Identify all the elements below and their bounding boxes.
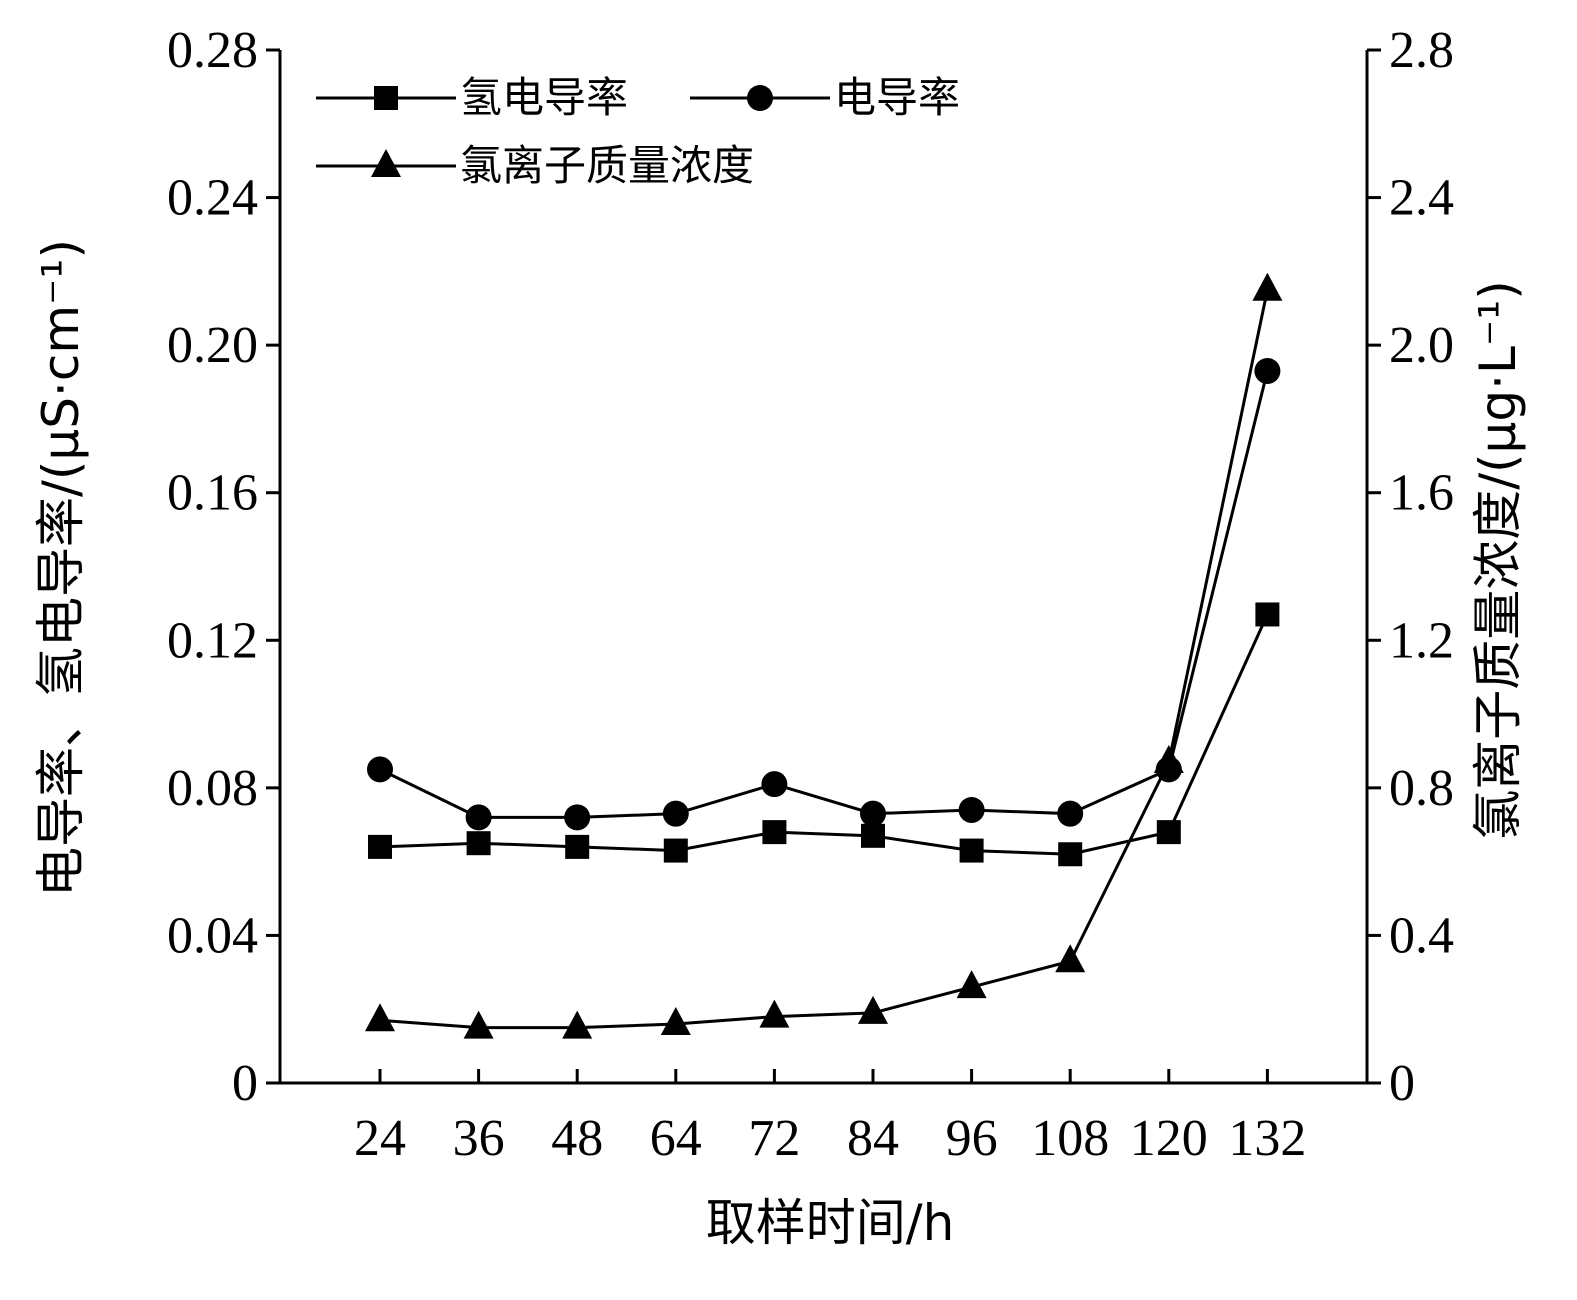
x-tick-label: 36	[453, 1110, 505, 1167]
y-left-tick-label: 0.20	[167, 317, 258, 374]
x-tick-label: 96	[946, 1110, 998, 1167]
y-right-tick-label: 0.8	[1389, 760, 1454, 817]
series-group	[365, 272, 1283, 1039]
series-line-square	[379, 613, 1269, 856]
y-left-tick-label: 0	[232, 1055, 258, 1112]
data-point-circle	[465, 804, 492, 831]
x-tick-label: 48	[551, 1110, 603, 1167]
legend-label-square: 氢电导率	[460, 73, 628, 122]
data-point-circle	[761, 771, 788, 798]
y-left-tick-label: 0.12	[167, 612, 258, 669]
data-point-triangle	[562, 1010, 593, 1039]
data-point-square	[959, 838, 984, 863]
y-axis-left-title: 电导率、氢电导率/(μS·cm⁻¹)	[32, 239, 90, 897]
x-tick-label: 24	[354, 1110, 406, 1167]
data-point-square	[1156, 820, 1181, 845]
y-right-tick-label: 1.2	[1389, 612, 1454, 669]
data-point-square	[762, 820, 787, 845]
data-point-square	[565, 834, 590, 859]
x-tick-label: 108	[1031, 1110, 1109, 1167]
y-right-tick-label: 1.6	[1389, 465, 1454, 522]
x-axis-title: 取样时间/h	[706, 1194, 955, 1252]
y-right-tick-label: 2.8	[1389, 22, 1454, 79]
data-point-circle	[1057, 800, 1084, 827]
y-right-tick-label: 0.4	[1389, 907, 1454, 964]
data-point-square	[663, 838, 688, 863]
y-right-tick-label: 0	[1389, 1055, 1415, 1112]
x-tick-label: 120	[1130, 1110, 1208, 1167]
y-left-tick-label: 0.24	[167, 170, 258, 227]
x-tick-label: 64	[650, 1110, 702, 1167]
x-tick-label: 84	[847, 1110, 899, 1167]
data-point-square	[1058, 842, 1083, 867]
series-line-triangle	[379, 289, 1269, 1030]
data-point-triangle	[1055, 944, 1086, 973]
axes-group: 0 0.04 0.08 0.12 0.16 0.20 0.24 0.28 0 0.4 0.8 1.2 1…	[167, 22, 1454, 1167]
data-point-triangle	[1252, 272, 1283, 301]
y-left-tick-label: 0.16	[167, 465, 258, 522]
data-point-triangle	[1153, 745, 1184, 774]
series-line-circle	[379, 370, 1269, 819]
data-point-square	[861, 823, 885, 848]
legend-marker-triangle	[371, 149, 401, 177]
y-left-tick-label: 0.04	[167, 907, 258, 964]
data-point-circle	[367, 756, 393, 783]
x-tick-label: 72	[748, 1110, 800, 1167]
data-point-triangle	[759, 999, 790, 1028]
y-axis-right-title: 氯离子质量浓度/(μg·L⁻¹)	[1469, 280, 1527, 840]
data-point-triangle	[660, 1006, 691, 1035]
data-point-square	[466, 831, 491, 856]
data-point-circle	[958, 796, 985, 823]
y-right-tick-label: 2.4	[1389, 170, 1454, 227]
data-point-triangle	[463, 1010, 494, 1039]
data-point-triangle	[365, 1003, 395, 1032]
data-point-triangle	[956, 970, 987, 999]
legend-marker-circle	[747, 85, 773, 111]
legend-label-circle: 电导率	[834, 73, 960, 122]
x-tick-label: 132	[1228, 1110, 1306, 1167]
legend-label-triangle: 氯离子质量浓度	[460, 141, 754, 190]
data-point-square	[368, 834, 392, 859]
data-point-triangle	[858, 995, 888, 1024]
data-point-circle	[662, 800, 689, 827]
data-point-circle	[1254, 357, 1281, 384]
data-point-square	[1255, 602, 1280, 627]
y-right-tick-label: 2.0	[1389, 317, 1454, 374]
data-point-circle	[564, 804, 591, 831]
data-point-circle	[860, 800, 886, 827]
y-left-tick-label: 0.28	[167, 22, 258, 79]
legend-marker-square	[374, 86, 398, 110]
y-left-tick-label: 0.08	[167, 760, 258, 817]
